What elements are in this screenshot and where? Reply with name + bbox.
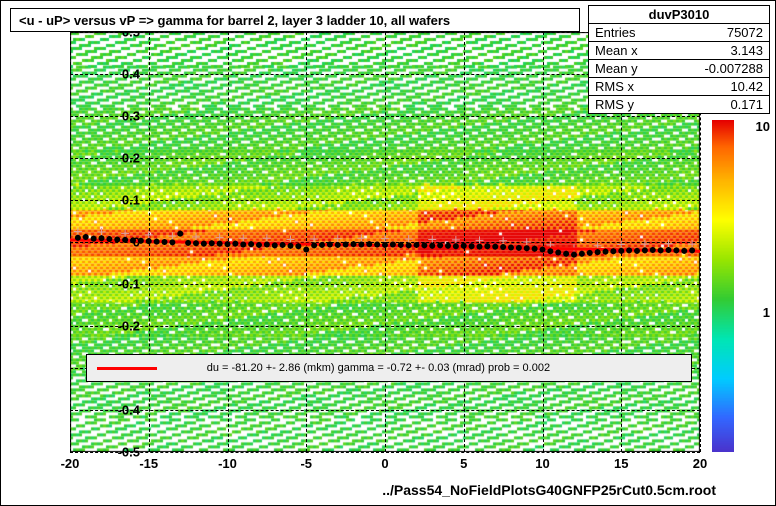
x-tick-label: -5	[286, 456, 326, 471]
x-tick-label: 10	[523, 456, 563, 471]
stats-box: duvP3010 Entries75072Mean x3.143Mean y-0…	[588, 5, 770, 114]
fit-text: du = -81.20 +- 2.86 (mkm) gamma = -0.72 …	[207, 362, 550, 374]
chart-title: <u - uP> versus vP => gamma for barrel 2…	[10, 8, 580, 32]
x-tick-label: 15	[601, 456, 641, 471]
stats-row: RMS y0.171	[589, 96, 769, 113]
fit-line-sample	[97, 367, 157, 370]
x-tick-label: 20	[680, 456, 720, 471]
x-tick-label: -20	[50, 456, 90, 471]
fit-result-box: du = -81.20 +- 2.86 (mkm) gamma = -0.72 …	[86, 354, 692, 382]
footer-filename: ../Pass54_NoFieldPlotsG40GNFP25rCut0.5cm…	[382, 482, 716, 498]
x-tick-label: 5	[444, 456, 484, 471]
stats-row: Mean x3.143	[589, 42, 769, 60]
colorbar	[712, 120, 734, 452]
stats-row: Entries75072	[589, 24, 769, 42]
stats-title: duvP3010	[589, 6, 769, 24]
x-tick-label: -10	[208, 456, 248, 471]
x-tick-label: -15	[129, 456, 169, 471]
colorbar-tick-label: 10	[756, 119, 770, 134]
x-tick-label: 0	[365, 456, 405, 471]
stats-row: RMS x10.42	[589, 78, 769, 96]
gridline-h	[70, 452, 700, 453]
stats-row: Mean y-0.007288	[589, 60, 769, 78]
colorbar-tick-label: 1	[763, 305, 770, 320]
